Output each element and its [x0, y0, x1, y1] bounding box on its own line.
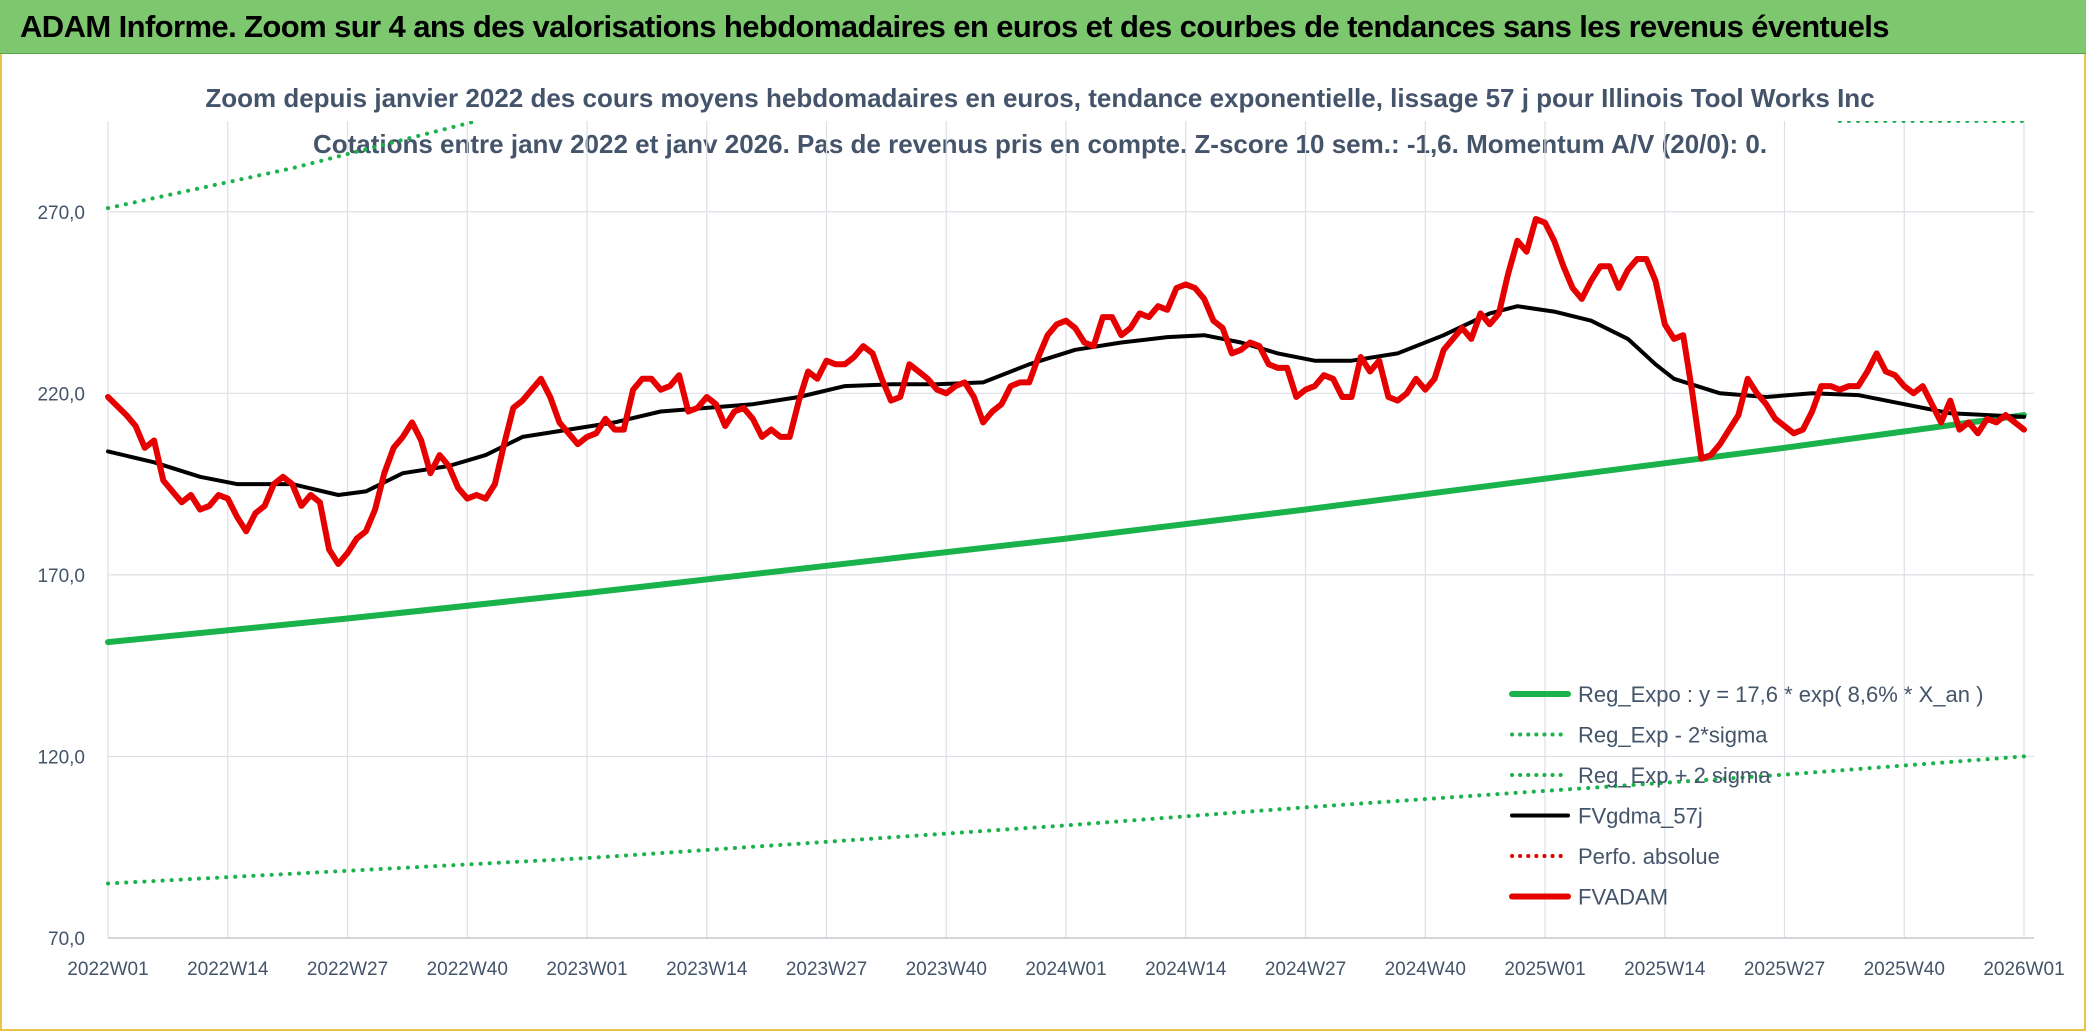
- x-tick-label: 2026W01: [1983, 959, 2064, 980]
- grid-lines: [107, 121, 2034, 939]
- x-tick-label: 2024W14: [1145, 959, 1227, 980]
- legend-label-reg-expo: Reg_Expo : y = 17,6 * exp( 8,6% * X_an ): [1578, 682, 1983, 707]
- x-tick-label: 2023W01: [546, 959, 627, 980]
- x-tick-label: 2023W14: [666, 959, 748, 980]
- y-tick-label: 70,0: [48, 929, 85, 950]
- chart-subtitle: Cotations entre janv 2022 et janv 2026. …: [313, 129, 1767, 159]
- y-axis: 70,0 120,0 170,0 220,0 270,0: [37, 203, 85, 950]
- report-banner: ADAM Informe. Zoom sur 4 ans des valoris…: [0, 0, 2086, 54]
- x-tick-label: 2022W27: [307, 959, 388, 980]
- x-tick-label: 2022W40: [427, 959, 508, 980]
- series-line-reg-minus: [106, 754, 2026, 886]
- x-tick-label: 2025W40: [1864, 959, 1945, 980]
- x-axis: 2022W01 2022W14 2022W27 2022W40 2023W01 2023W…: [67, 959, 2064, 980]
- y-tick-label: 170,0: [37, 566, 85, 587]
- x-tick-label: 2025W14: [1624, 959, 1706, 980]
- x-tick-label: 2022W01: [67, 959, 148, 980]
- y-tick-label: 220,0: [37, 384, 85, 405]
- legend-label-perfo: Perfo. absolue: [1578, 844, 1720, 869]
- series-layer: [105, 121, 2027, 886]
- legend-label-fvgdma: FVgdma_57j: [1578, 804, 1703, 829]
- x-tick-label: 2024W27: [1265, 959, 1346, 980]
- legend-label-reg-minus: Reg_Exp - 2*sigma: [1578, 723, 1768, 748]
- x-tick-label: 2022W14: [187, 959, 269, 980]
- x-tick-label: 2025W01: [1504, 959, 1585, 980]
- x-tick-label: 2024W40: [1385, 959, 1466, 980]
- x-tick-label: 2025W27: [1744, 959, 1825, 980]
- series-line-reg-plus: [106, 121, 479, 211]
- legend: Reg_Expo : y = 17,6 * exp( 8,6% * X_an )…: [1509, 682, 1983, 910]
- y-tick-label: 120,0: [37, 747, 85, 768]
- series-line-fvgdma: [106, 304, 2026, 497]
- y-tick-label: 270,0: [37, 203, 85, 224]
- legend-label-reg-plus: Reg_Exp + 2 sigma: [1578, 763, 1771, 788]
- legend-label-fvadam: FVADAM: [1578, 885, 1668, 910]
- chart-title: Zoom depuis janvier 2022 des cours moyen…: [205, 83, 1874, 113]
- x-tick-label: 2023W27: [786, 959, 867, 980]
- series-line-fvadam: [105, 216, 2027, 567]
- report-banner-title: ADAM Informe. Zoom sur 4 ans des valoris…: [20, 9, 1890, 44]
- x-tick-label: 2024W01: [1025, 959, 1106, 980]
- x-tick-label: 2023W40: [906, 959, 987, 980]
